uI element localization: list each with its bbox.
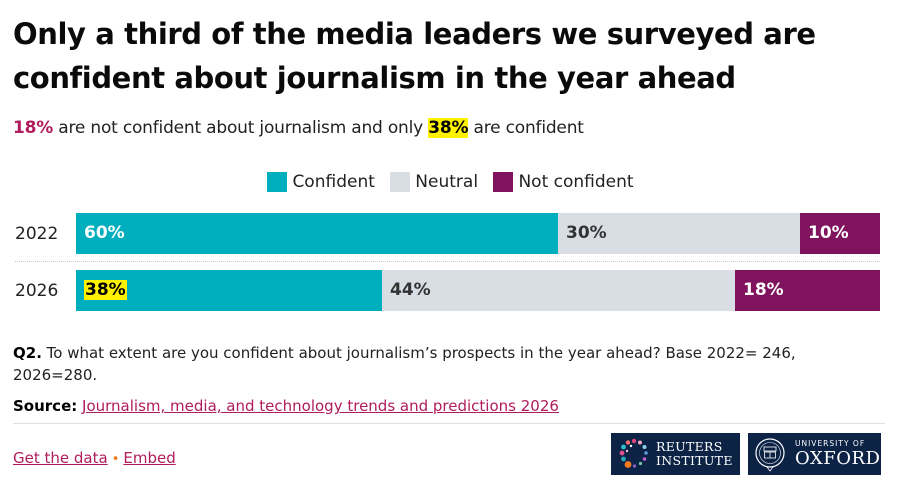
data-label-not-confident-2026: 18% [735, 270, 784, 311]
question-label: Q2. [13, 344, 42, 362]
legend-swatch-neutral [390, 172, 411, 192]
chart-legend: Confident Neutral Not confident [0, 170, 901, 199]
question-text: To what extent are you confident about j… [13, 344, 796, 384]
reuters-dots-icon [619, 438, 648, 468]
oxford-line1: UNIVERSITY OF [795, 439, 866, 448]
source-label: Source: [13, 397, 78, 415]
footer-divider [13, 423, 885, 424]
subtitle-text-1: are not confident about journalism and o… [53, 118, 429, 138]
oxford-crest-icon [755, 438, 785, 472]
source-link[interactable]: Journalism, media, and technology trends… [82, 397, 559, 415]
embed-link[interactable]: Embed [123, 449, 176, 467]
subtitle-not-confident-value: 18% [13, 118, 54, 138]
data-label-not-confident-2022: 10% [800, 213, 849, 254]
data-label-text: 60% [84, 223, 125, 243]
bar-segment-confident-2022 [76, 213, 558, 254]
category-label-2026: 2026 [15, 281, 59, 301]
bar-segment-neutral-2026 [382, 270, 735, 311]
row-separator [15, 261, 880, 262]
legend-label-neutral: Neutral [415, 172, 479, 192]
subtitle-text-2: are confident [468, 118, 584, 138]
data-label-neutral-2026: 44% [382, 270, 431, 311]
university-of-oxford-logo[interactable]: UNIVERSITY OF OXFORD [748, 433, 881, 475]
subtitle-confident-value: 38% [428, 118, 469, 138]
data-label-confident-2026: 38% [76, 270, 127, 311]
data-label-confident-2022: 60% [76, 213, 125, 254]
legend-item-not-confident: Not confident [493, 170, 634, 194]
source-line: Source: Journalism, media, and technolog… [13, 395, 559, 417]
legend-swatch-not-confident [493, 172, 514, 192]
data-label-text: 30% [566, 223, 607, 243]
oxford-line2: OXFORD [795, 448, 881, 469]
data-label-text: 44% [390, 280, 431, 300]
legend-item-confident: Confident [267, 170, 375, 194]
footer-separator-dot: • [111, 452, 120, 467]
legend-swatch-confident [267, 172, 288, 192]
bar-segment-not-confident-2026 [735, 270, 880, 311]
bar-segment-neutral-2022 [558, 213, 800, 254]
category-label-2022: 2022 [15, 224, 59, 244]
legend-item-neutral: Neutral [390, 170, 478, 194]
bar-row-2022: 60% 30% 10% [76, 213, 880, 254]
data-label-text: 18% [743, 280, 784, 300]
data-label-neutral-2022: 30% [558, 213, 607, 254]
reuters-line1: REUTERS [656, 439, 723, 454]
question-note: Q2. To what extent are you confident abo… [13, 342, 883, 386]
chart-subtitle: 18% are not confident about journalism a… [13, 116, 584, 140]
data-label-text: 38% [84, 280, 127, 300]
reuters-institute-logo[interactable]: REUTERS INSTITUTE [611, 433, 740, 475]
legend-label-not-confident: Not confident [518, 172, 634, 192]
data-label-text: 10% [808, 223, 849, 243]
bar-segment-confident-2026 [76, 270, 382, 311]
chart-title: Only a third of the media leaders we sur… [13, 17, 816, 95]
bar-row-2026: 38% 44% 18% [76, 270, 880, 311]
reuters-text: REUTERS INSTITUTE [656, 440, 733, 468]
bar-segment-not-confident-2022 [800, 213, 880, 254]
oxford-text: UNIVERSITY OF OXFORD [795, 439, 881, 469]
reuters-line2: INSTITUTE [656, 453, 733, 468]
legend-label-confident: Confident [292, 172, 375, 192]
get-the-data-link[interactable]: Get the data [13, 449, 108, 467]
footer-links: Get the data • Embed [13, 447, 176, 471]
